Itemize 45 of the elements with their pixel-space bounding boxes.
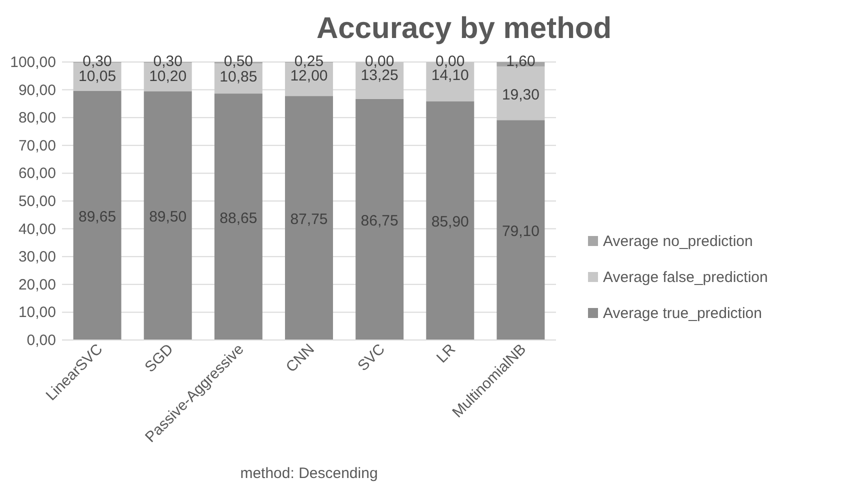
data-label: 88,65 <box>220 210 258 227</box>
x-tick-label: SVC <box>354 340 389 375</box>
data-label: 89,65 <box>78 208 116 226</box>
y-tick-label: 100,00 <box>10 54 56 71</box>
bar <box>496 120 545 340</box>
data-label: 13,25 <box>360 67 398 84</box>
bar <box>214 94 262 340</box>
data-label: 0,00 <box>364 53 394 70</box>
legend-label: Average no_prediction <box>603 233 753 250</box>
bar <box>356 98 404 340</box>
bar <box>285 96 333 340</box>
y-tick-label: 0,00 <box>26 332 56 349</box>
bar <box>73 90 122 340</box>
y-tick-label: 60,00 <box>18 165 56 182</box>
legend-label: Average false_prediction <box>603 269 768 286</box>
data-label: 12,00 <box>290 68 328 85</box>
data-label: 10,05 <box>78 68 116 85</box>
y-tick-label: 20,00 <box>18 276 56 294</box>
data-label: 89,50 <box>149 208 187 226</box>
y-tick-label: 30,00 <box>18 248 56 266</box>
data-label: 14,10 <box>431 67 469 84</box>
data-label: 87,75 <box>290 211 328 228</box>
data-label: 10,20 <box>149 68 187 85</box>
data-label: 85,90 <box>431 214 469 231</box>
legend-label: Average true_prediction <box>603 305 762 322</box>
chart-title: Accuracy by method <box>316 12 612 45</box>
y-tick-label: 50,00 <box>18 193 56 210</box>
data-label: 0,00 <box>436 53 465 70</box>
data-label: 0,30 <box>82 53 112 70</box>
bar <box>144 91 192 340</box>
y-tick-label: 10,00 <box>18 304 56 322</box>
data-label: 19,30 <box>502 86 540 104</box>
bar <box>426 101 474 340</box>
data-label: 0,25 <box>294 53 324 70</box>
y-tick-label: 80,00 <box>18 110 56 127</box>
bar <box>496 66 545 120</box>
data-label: 86,75 <box>360 212 398 230</box>
y-tick-label: 90,00 <box>18 82 56 99</box>
data-label: 0,30 <box>153 53 182 70</box>
data-label: 79,10 <box>502 223 540 240</box>
data-label: 10,85 <box>220 68 258 86</box>
y-tick-label: 40,00 <box>18 220 56 238</box>
y-tick-label: 70,00 <box>18 137 56 154</box>
x-axis-title: method: Descending <box>240 465 378 482</box>
data-label: 0,50 <box>224 53 254 70</box>
